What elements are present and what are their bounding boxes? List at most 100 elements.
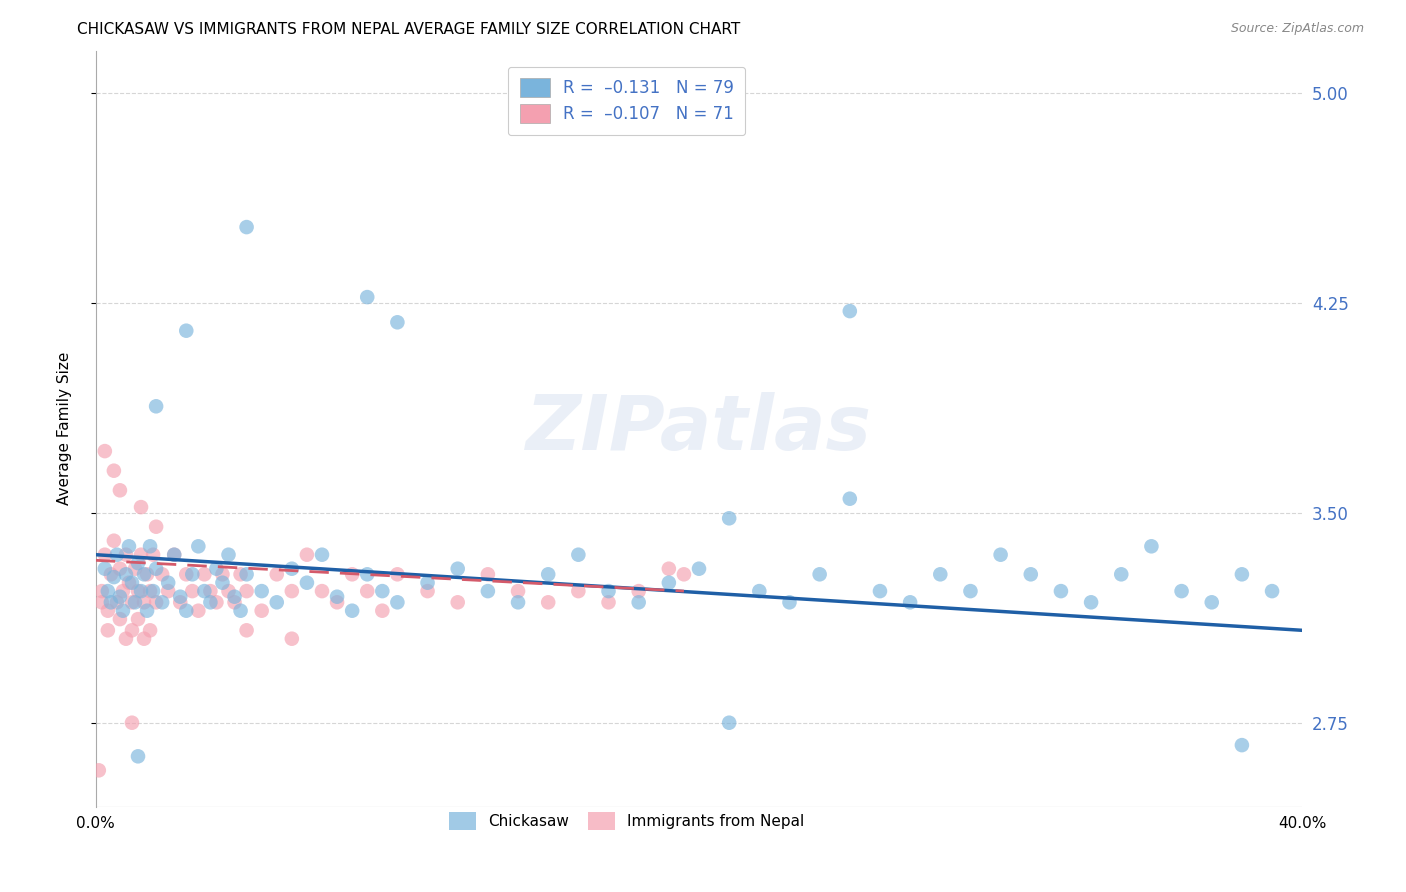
Point	[447, 595, 470, 609]
Point	[121, 715, 143, 730]
Point	[688, 562, 710, 576]
Point	[200, 595, 222, 609]
Point	[132, 595, 155, 609]
Point	[1019, 567, 1042, 582]
Point	[281, 562, 304, 576]
Point	[1230, 738, 1253, 752]
Point	[567, 584, 589, 599]
Point	[326, 590, 349, 604]
Point	[718, 715, 741, 730]
Point	[118, 575, 141, 590]
Point	[506, 584, 529, 599]
Point	[598, 584, 620, 599]
Point	[281, 584, 304, 599]
Point	[356, 290, 378, 304]
Point	[281, 632, 304, 646]
Point	[108, 483, 131, 498]
Point	[115, 548, 138, 562]
Point	[266, 595, 288, 609]
Point	[129, 584, 152, 599]
Point	[295, 548, 318, 562]
Point	[87, 764, 110, 778]
Point	[371, 584, 394, 599]
Point	[187, 604, 209, 618]
Point	[224, 590, 246, 604]
Point	[387, 595, 409, 609]
Point	[136, 604, 159, 618]
Point	[1170, 584, 1192, 599]
Point	[111, 604, 134, 618]
Point	[127, 584, 149, 599]
Point	[205, 595, 228, 609]
Point	[103, 570, 125, 584]
Point	[139, 539, 162, 553]
Point	[224, 595, 246, 609]
Point	[295, 575, 318, 590]
Point	[181, 567, 204, 582]
Point	[211, 575, 233, 590]
Point	[145, 562, 167, 576]
Point	[174, 324, 197, 338]
Point	[627, 595, 650, 609]
Point	[187, 539, 209, 553]
Point	[266, 567, 288, 582]
Point	[1230, 567, 1253, 582]
Point	[136, 567, 159, 582]
Point	[838, 304, 860, 318]
Point	[150, 567, 173, 582]
Point	[416, 575, 439, 590]
Point	[97, 604, 120, 618]
Text: ZIPatlas: ZIPatlas	[526, 392, 872, 466]
Point	[959, 584, 981, 599]
Point	[229, 604, 252, 618]
Point	[506, 595, 529, 609]
Point	[218, 548, 240, 562]
Point	[181, 584, 204, 599]
Point	[121, 595, 143, 609]
Point	[111, 584, 134, 599]
Point	[311, 584, 333, 599]
Point	[163, 548, 186, 562]
Point	[205, 562, 228, 576]
Point	[124, 595, 146, 609]
Point	[211, 567, 233, 582]
Point	[340, 567, 363, 582]
Point	[127, 749, 149, 764]
Text: CHICKASAW VS IMMIGRANTS FROM NEPAL AVERAGE FAMILY SIZE CORRELATION CHART: CHICKASAW VS IMMIGRANTS FROM NEPAL AVERA…	[77, 22, 741, 37]
Point	[193, 567, 215, 582]
Point	[250, 584, 273, 599]
Point	[235, 567, 257, 582]
Point	[169, 590, 191, 604]
Point	[97, 584, 120, 599]
Point	[97, 624, 120, 638]
Point	[132, 567, 155, 582]
Point	[100, 595, 122, 609]
Point	[1201, 595, 1223, 609]
Point	[150, 595, 173, 609]
Point	[145, 399, 167, 413]
Point	[340, 604, 363, 618]
Point	[627, 584, 650, 599]
Point	[127, 612, 149, 626]
Point	[477, 584, 499, 599]
Point	[100, 567, 122, 582]
Point	[94, 562, 117, 576]
Y-axis label: Average Family Size: Average Family Size	[58, 352, 72, 506]
Point	[416, 584, 439, 599]
Point	[121, 624, 143, 638]
Legend: Chickasaw, Immigrants from Nepal: Chickasaw, Immigrants from Nepal	[439, 802, 815, 840]
Point	[145, 595, 167, 609]
Point	[200, 584, 222, 599]
Point	[103, 464, 125, 478]
Point	[779, 595, 801, 609]
Point	[105, 595, 128, 609]
Point	[672, 567, 695, 582]
Point	[229, 567, 252, 582]
Point	[108, 590, 131, 604]
Point	[157, 584, 180, 599]
Point	[838, 491, 860, 506]
Point	[142, 584, 165, 599]
Point	[127, 556, 149, 570]
Point	[1140, 539, 1163, 553]
Point	[139, 624, 162, 638]
